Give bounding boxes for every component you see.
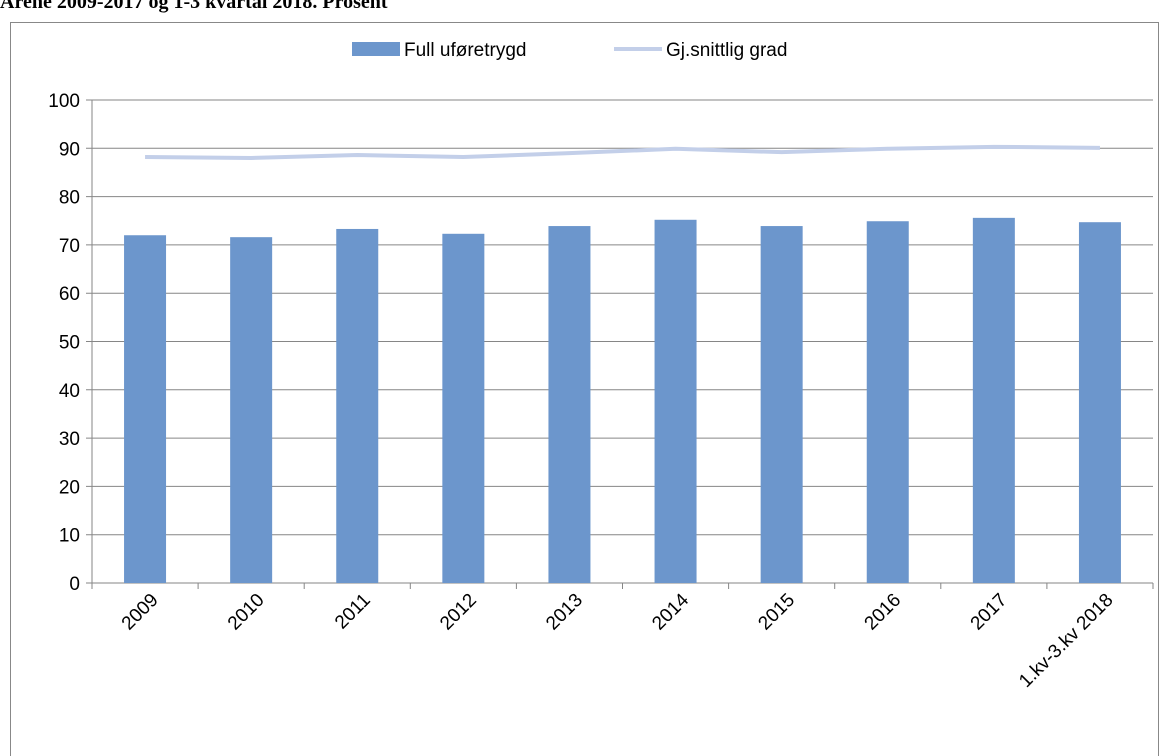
x-tick-label: 2011 [331, 590, 375, 634]
legend-label: Full uføretrygd [404, 40, 526, 61]
bar [654, 219, 697, 583]
legend-label: Gj.snittlig grad [666, 40, 787, 61]
y-tick-label: 70 [59, 236, 80, 257]
legend-swatch [352, 42, 400, 56]
y-tick-label: 60 [59, 284, 80, 305]
bar [866, 221, 909, 583]
y-tick-label: 100 [48, 91, 80, 112]
bar [336, 228, 379, 583]
bar [760, 226, 803, 584]
x-tick-label: 2013 [542, 590, 587, 635]
y-tick-label: 30 [59, 429, 80, 450]
y-tick-label: 20 [59, 477, 80, 498]
y-tick-label: 0 [69, 574, 80, 595]
bar [548, 226, 591, 584]
x-tick-label: 2014 [648, 589, 693, 634]
line [145, 144, 1100, 160]
x-tick-label: 2016 [861, 590, 906, 635]
x-tick-label: 2017 [967, 590, 1012, 635]
bar [1078, 222, 1121, 583]
x-tick-label: 2015 [754, 590, 799, 635]
x-tick-label: 2010 [224, 590, 269, 635]
y-tick-label: 10 [59, 526, 80, 547]
x-tick-label: 2012 [436, 590, 481, 635]
y-tick-label: 90 [59, 139, 80, 160]
x-tick-label: 1.kv-3.kv 2018 [1015, 590, 1117, 692]
bar [230, 237, 273, 583]
chart-frame [10, 22, 1159, 756]
bar [442, 233, 485, 583]
chart-title: Årene 2009-2017 og 1-3 kvartal 2018. Pro… [0, 0, 388, 13]
x-tick-label: 2009 [118, 590, 163, 635]
bar [124, 235, 167, 584]
y-tick-label: 50 [59, 333, 80, 354]
bar [972, 217, 1015, 584]
y-tick-label: 40 [59, 381, 80, 402]
y-tick-label: 80 [59, 188, 80, 209]
